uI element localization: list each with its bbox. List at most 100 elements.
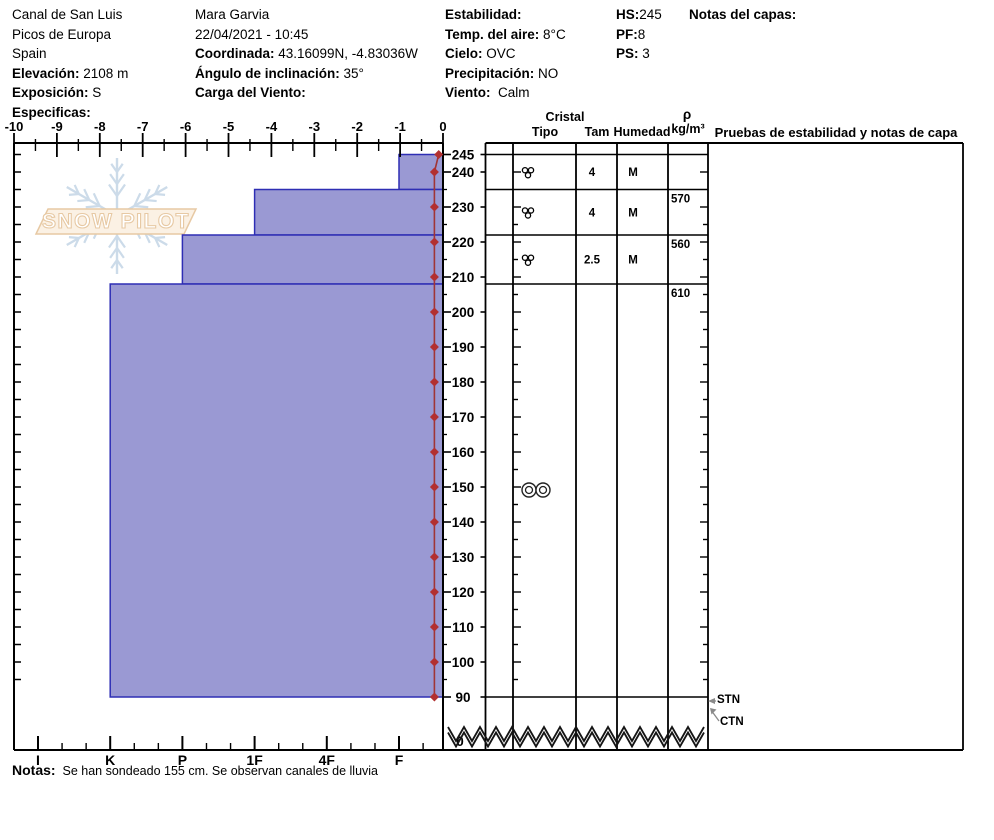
depth-label: 130 bbox=[452, 550, 475, 565]
snowflake-icon bbox=[133, 192, 142, 207]
coordinates-field: Coordinada: 43.16099N, -4.83036W bbox=[195, 46, 418, 61]
temp-axis-label: 0 bbox=[439, 119, 446, 134]
grain-size-value: 4 bbox=[589, 207, 596, 219]
depth-label: 220 bbox=[452, 235, 475, 250]
temperature-point-marker bbox=[429, 342, 439, 352]
aspect-field: Exposición: S bbox=[12, 85, 102, 100]
hardness-axis-label: 4F bbox=[319, 752, 336, 768]
ps-field: PS: 3 bbox=[616, 46, 650, 61]
snowflake-icon bbox=[116, 235, 126, 249]
date-time: 22/04/2021 - 10:45 bbox=[195, 26, 309, 42]
range-name: Picos de Europa bbox=[12, 26, 112, 42]
wind-field: Viento: Calm bbox=[445, 85, 530, 100]
snowflake-icon bbox=[83, 188, 91, 201]
grain-size-value: 2.5 bbox=[584, 255, 601, 267]
snowflake-icon bbox=[134, 204, 149, 209]
slope-angle-field: Ángulo de inclinación: 35° bbox=[195, 65, 364, 81]
observer-block: Mara Garvia 22/04/2021 - 10:45 Coordinad… bbox=[195, 5, 418, 103]
grain-type-icon bbox=[521, 254, 529, 261]
temperature-point-marker bbox=[429, 657, 439, 667]
snowflake-icon bbox=[73, 184, 80, 195]
grain-type-icon bbox=[527, 166, 535, 174]
temperature-point-marker bbox=[429, 412, 439, 422]
snowflake-icon bbox=[143, 188, 151, 201]
temp-axis-label: -10 bbox=[5, 119, 24, 134]
ctn-label: CTN bbox=[720, 716, 744, 728]
temp-axis-label: -6 bbox=[180, 119, 192, 134]
col-header-density-symbol: ρ bbox=[682, 107, 692, 122]
country-name: Spain bbox=[12, 46, 47, 61]
stability-field: Estabilidad: bbox=[445, 7, 522, 22]
depth-label: 170 bbox=[452, 410, 475, 425]
stn-label: STN bbox=[717, 694, 740, 706]
depth-break-zigzag bbox=[447, 730, 705, 749]
temperature-point-marker bbox=[429, 482, 439, 492]
temp-axis-label: -8 bbox=[94, 119, 106, 134]
hardness-layer-bar bbox=[181, 234, 444, 285]
logo-text: SNOW PILOT bbox=[42, 210, 190, 233]
snowflake-icon bbox=[108, 183, 118, 197]
snowflake-icon bbox=[108, 235, 118, 249]
wind-loading-field: Carga del Viento: bbox=[195, 85, 306, 100]
specifics-field: Especificas: bbox=[12, 104, 91, 120]
depth-label: 210 bbox=[452, 270, 475, 285]
pit-notes-label: Notas: bbox=[12, 762, 56, 778]
depth-label: 245 bbox=[452, 148, 475, 163]
temp-axis-label: -9 bbox=[51, 119, 63, 134]
depth-label: 230 bbox=[452, 200, 475, 215]
grain-type-icon bbox=[524, 212, 532, 219]
snowflake-icon bbox=[155, 236, 166, 240]
moisture-value: M bbox=[628, 255, 638, 267]
temperature-point-marker bbox=[429, 552, 439, 562]
temperature-point-marker bbox=[429, 692, 439, 702]
sky-field: Cielo: OVC bbox=[445, 46, 516, 61]
density-value: 570 bbox=[671, 194, 690, 206]
temp-axis-label: -1 bbox=[394, 119, 406, 134]
col-header-tipo: Tipo bbox=[531, 125, 559, 139]
snowflake-icon bbox=[155, 192, 166, 196]
temp-axis-label: -4 bbox=[266, 119, 278, 134]
location-block: Canal de San Luis Picos de Europa Spain … bbox=[12, 5, 128, 122]
col-header-density-units: kg/m³ bbox=[671, 122, 705, 136]
logo-banner bbox=[34, 208, 198, 235]
depth-label: 90 bbox=[455, 690, 470, 705]
depth-label: 140 bbox=[452, 515, 475, 530]
depth-label: 200 bbox=[452, 305, 475, 320]
grain-type-icon bbox=[527, 254, 535, 261]
snowflake-icon bbox=[73, 237, 80, 248]
density-value: 610 bbox=[671, 288, 690, 300]
weather-block: Estabilidad: Temp. del aire: 8°C Cielo: … bbox=[445, 5, 566, 103]
temperature-point-marker bbox=[429, 272, 439, 282]
snowflake-icon bbox=[110, 163, 118, 173]
grain-type-icon bbox=[524, 171, 532, 179]
temperature-point-marker bbox=[429, 447, 439, 457]
snowflake-icon bbox=[116, 247, 125, 259]
grain-crust-icon bbox=[535, 482, 551, 498]
col-header-cristal: Cristal bbox=[545, 110, 585, 124]
snowflake-icon bbox=[154, 237, 161, 248]
snowflake-icon bbox=[110, 259, 118, 269]
snowflake-icon bbox=[68, 236, 79, 240]
temperature-point-marker bbox=[429, 517, 439, 527]
temperature-point-marker bbox=[429, 237, 439, 247]
temperature-point-marker bbox=[434, 150, 444, 159]
moisture-value: M bbox=[628, 167, 638, 179]
depth-break-zigzag bbox=[447, 725, 705, 743]
grain-type-icon bbox=[527, 207, 535, 214]
depth-break-label: 0 bbox=[456, 734, 464, 749]
site-name: Canal de San Luis bbox=[12, 7, 123, 22]
layer-notes-block: Notas del capas: bbox=[689, 5, 796, 25]
elevation-field: Elevación: 2108 m bbox=[12, 65, 129, 81]
layer-notes-label: Notas del capas: bbox=[689, 7, 797, 22]
hardness-axis-label: I bbox=[36, 752, 40, 768]
air-temp-field: Temp. del aire: 8°C bbox=[445, 26, 566, 42]
snowflake-icon bbox=[109, 247, 118, 259]
hardness-layer-bar bbox=[109, 283, 444, 698]
col-header-stability-tests: Pruebas de estabilidad y notas de capa bbox=[714, 125, 958, 140]
snow-depth-block: HS:245 PF:8 PS: 3 bbox=[616, 5, 662, 64]
temperature-point-marker bbox=[429, 307, 439, 317]
snowflake-icon bbox=[85, 204, 100, 209]
precipitation-field: Precipitación: NO bbox=[445, 65, 559, 81]
